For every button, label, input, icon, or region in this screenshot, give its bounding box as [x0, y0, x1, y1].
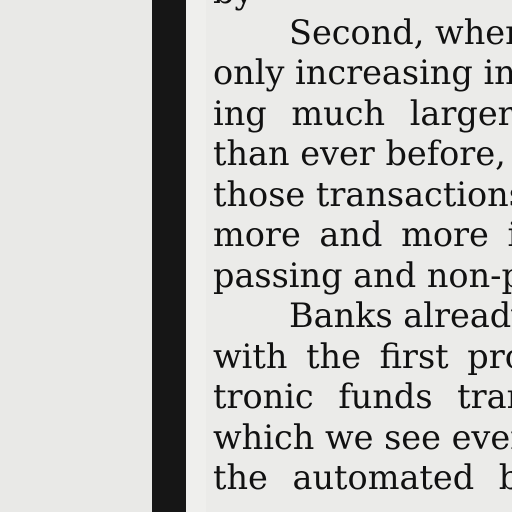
text-line: ing much larger	[213, 93, 512, 133]
text-line: those transactions	[213, 174, 512, 214]
text-line: Second, when	[289, 12, 512, 52]
text-line: than ever before, e	[213, 134, 512, 173]
text-line: which we see ever	[213, 417, 512, 457]
text-line: the automated b	[213, 458, 512, 497]
text-line: by	[213, 0, 512, 13]
text-line: only increasing in	[213, 53, 512, 92]
text-line: passing and non-p	[213, 255, 512, 295]
column-gutter	[186, 0, 206, 512]
left-margin	[0, 0, 152, 512]
vertical-rule	[152, 0, 186, 512]
text-line: tronic funds tran	[213, 377, 512, 416]
text-line: more and more in	[213, 215, 512, 254]
text-line: with the first pro	[213, 336, 512, 376]
text-line: Banks already	[289, 296, 512, 335]
body-text-column: by Second, when only increasing in ing m…	[213, 0, 512, 512]
